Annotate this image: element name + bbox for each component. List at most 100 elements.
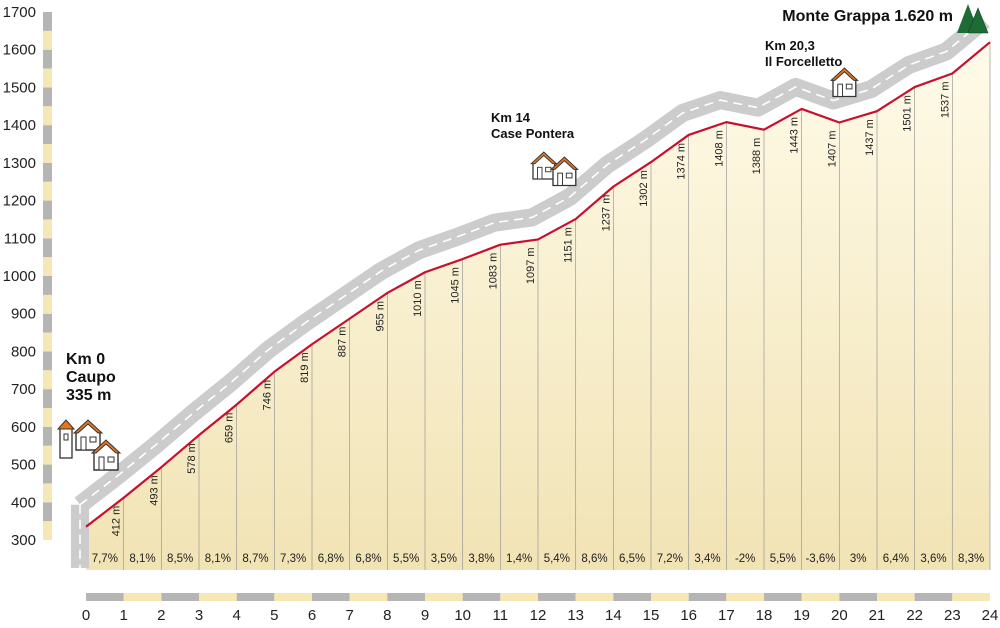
y-axis-band-segment bbox=[43, 408, 52, 427]
x-tick-label: 14 bbox=[605, 607, 622, 624]
elevation-label: 819 m bbox=[299, 352, 311, 383]
elevation-label: 1083 m bbox=[487, 253, 499, 290]
y-tick-label: 1400 bbox=[3, 117, 36, 134]
y-axis-band-segment bbox=[43, 426, 52, 446]
gradient-label: 3% bbox=[850, 553, 867, 565]
y-axis-band-segment bbox=[43, 181, 52, 201]
x-tick-label: 1 bbox=[119, 607, 127, 624]
y-axis-band-segment bbox=[43, 200, 52, 220]
y-axis-tick-labels: 300 400 500 600 700 800 900 1000 1100 1200 1300 140… bbox=[3, 4, 36, 549]
elevation-label: 493 m bbox=[148, 475, 160, 506]
y-tick-label: 1300 bbox=[3, 155, 36, 172]
elevation-label: 955 m bbox=[374, 301, 386, 332]
y-axis-band-segment bbox=[43, 106, 52, 126]
x-tick-label: 23 bbox=[944, 607, 961, 624]
annotation-text: Il Forcelletto bbox=[765, 54, 842, 69]
x-tick-label: 21 bbox=[869, 607, 886, 624]
y-axis-band-segment bbox=[43, 162, 52, 182]
y-axis-band-segment bbox=[43, 219, 52, 239]
x-tick-label: 8 bbox=[383, 607, 391, 624]
elevation-label: 578 m bbox=[186, 443, 198, 474]
y-axis-band-segment bbox=[43, 68, 52, 88]
x-axis-band-segment bbox=[387, 593, 425, 601]
annotation-text: Km 20,3 bbox=[765, 38, 815, 53]
x-axis-band-segment bbox=[952, 593, 990, 601]
gradient-label: -2% bbox=[735, 553, 755, 565]
y-axis-band-segment bbox=[43, 30, 52, 50]
house-icon bbox=[90, 439, 122, 471]
gradient-label: 8,7% bbox=[242, 553, 268, 565]
y-axis-band-segment bbox=[43, 521, 52, 540]
x-tick-label: 22 bbox=[906, 607, 923, 624]
elevation-label: 1408 m bbox=[713, 130, 725, 167]
x-axis-band-segment bbox=[312, 593, 350, 601]
x-axis-band-segment bbox=[575, 593, 614, 601]
x-axis-band-segment bbox=[236, 593, 275, 601]
elevation-label: 659 m bbox=[224, 413, 236, 444]
elevation-label: 746 m bbox=[261, 380, 273, 411]
gradient-label: 6,8% bbox=[318, 553, 344, 565]
y-axis-band-segment bbox=[43, 483, 52, 503]
annotation-text: Case Pontera bbox=[491, 126, 575, 141]
profile-line bbox=[85, 41, 991, 528]
y-tick-label: 1500 bbox=[3, 79, 36, 96]
y-axis-band-segment bbox=[43, 257, 52, 276]
y-axis-band bbox=[43, 12, 52, 540]
x-axis-band-segment bbox=[839, 593, 877, 601]
x-axis-band-segment bbox=[274, 593, 312, 601]
y-axis-band-segment bbox=[43, 276, 52, 295]
mountain-icon bbox=[957, 4, 989, 34]
x-tick-label: 18 bbox=[756, 607, 773, 624]
elevation-label: 1374 m bbox=[676, 143, 688, 180]
gradient-label: 7,2% bbox=[657, 553, 683, 565]
gradient-label: 3,6% bbox=[920, 553, 946, 565]
annotation-text: Km 14 bbox=[491, 110, 531, 125]
y-tick-label: 1200 bbox=[3, 193, 36, 210]
annotation-text: Caupo bbox=[66, 369, 116, 386]
elevation-label: 887 m bbox=[337, 327, 349, 358]
x-tick-label: 0 bbox=[82, 607, 90, 624]
gradient-label: 8,3% bbox=[958, 553, 984, 565]
road-band bbox=[71, 13, 990, 568]
x-axis-band-segment bbox=[462, 593, 501, 601]
x-axis-band-segment bbox=[123, 593, 162, 601]
x-axis-band-segment bbox=[199, 593, 237, 601]
gradient-label: 3,4% bbox=[694, 553, 720, 565]
x-tick-label: 17 bbox=[718, 607, 735, 624]
gradient-label: 5,4% bbox=[544, 553, 570, 565]
road-dash-path bbox=[79, 19, 985, 506]
km-gridlines bbox=[123, 42, 991, 570]
elevation-label: 1407 m bbox=[826, 131, 838, 168]
x-axis-band-segment bbox=[613, 593, 651, 601]
x-axis-band-segment bbox=[349, 593, 388, 601]
x-tick-label: 11 bbox=[493, 607, 509, 624]
x-axis-band-segment bbox=[500, 593, 538, 601]
y-tick-label: 1700 bbox=[3, 4, 36, 21]
gradient-label: 8,6% bbox=[581, 553, 607, 565]
y-axis-band-segment bbox=[43, 370, 52, 390]
profile-line-layer bbox=[85, 41, 991, 528]
elevation-label: 1443 m bbox=[789, 117, 801, 154]
x-axis-band-segment bbox=[425, 593, 463, 601]
house-icon bbox=[549, 156, 579, 187]
y-axis-band-segment bbox=[43, 464, 52, 484]
y-axis-band-segment bbox=[43, 238, 52, 258]
gradient-label: 6,8% bbox=[355, 553, 381, 565]
gradient-labels: 7,7% 8,1% 8,5% 8,1% 8,7% 7,3% 6,8% 6,8% 5,5% 3,5%… bbox=[92, 553, 985, 565]
elevation-label: 1151 m bbox=[563, 227, 575, 263]
x-tick-label: 6 bbox=[308, 607, 316, 624]
y-tick-label: 400 bbox=[11, 494, 36, 511]
gradient-label: 7,7% bbox=[92, 553, 118, 565]
elevation-label: 1501 m bbox=[902, 95, 914, 132]
y-axis-band-segment bbox=[43, 87, 52, 107]
y-tick-label: 1600 bbox=[3, 42, 36, 59]
x-tick-label: 3 bbox=[195, 607, 203, 624]
y-axis-band-segment bbox=[43, 351, 52, 371]
gradient-label: 6,5% bbox=[619, 553, 645, 565]
x-tick-label: 7 bbox=[345, 607, 353, 624]
gradient-label: 3,8% bbox=[468, 553, 494, 565]
x-tick-label: 5 bbox=[270, 607, 278, 624]
x-axis-band-segment bbox=[161, 593, 199, 601]
y-axis-band-segment bbox=[43, 125, 52, 144]
